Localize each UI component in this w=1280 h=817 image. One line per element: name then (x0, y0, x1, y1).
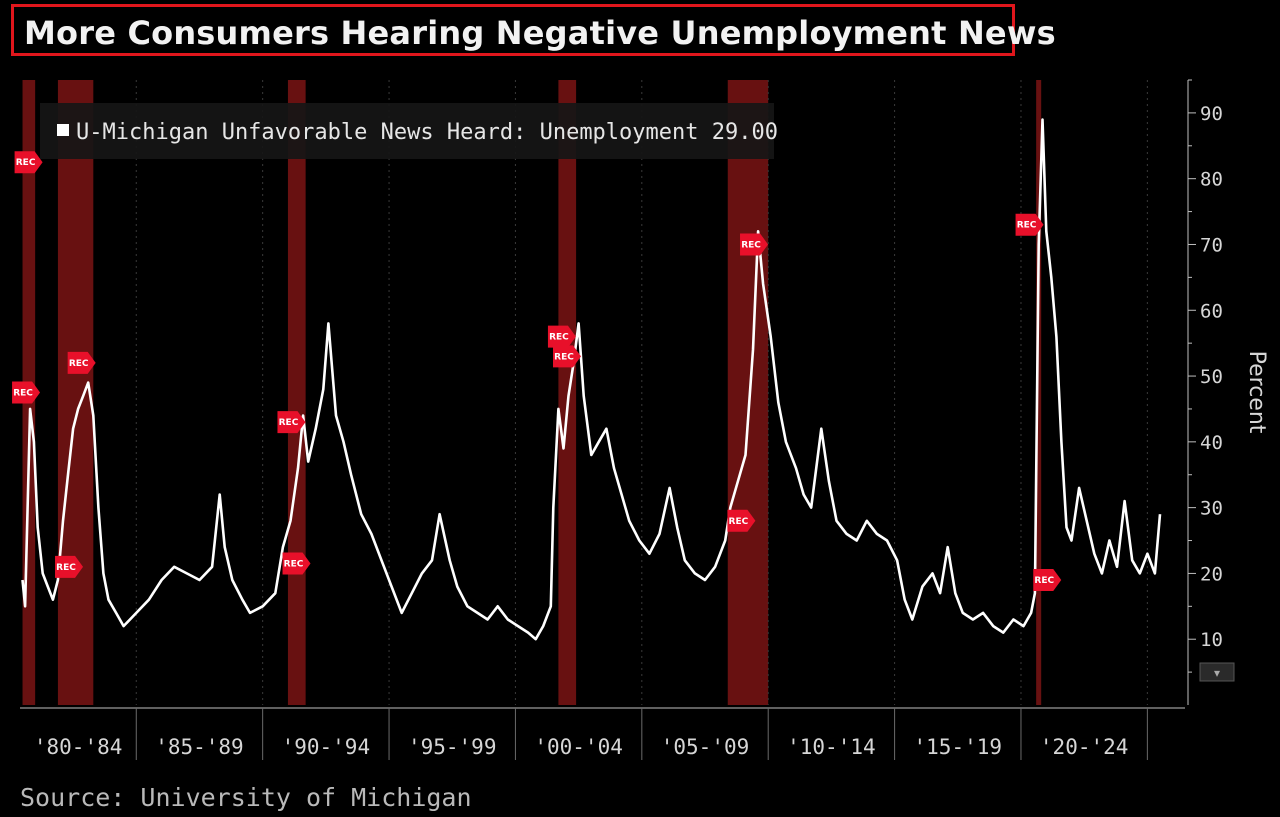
rec-marker-label: REC (741, 240, 761, 250)
rec-marker-label: REC (279, 418, 299, 428)
x-axis: '80-'84 '85-'89 '90-'94 '95-'99 '00-'04 '05-'… (20, 707, 1185, 760)
rec-marker-4[interactable]: REC (277, 411, 306, 434)
rec-marker-label: REC (284, 560, 304, 570)
recession-band-4 (727, 80, 769, 705)
gridlines (135, 80, 1148, 705)
recession-band-5 (1036, 80, 1042, 705)
rec-marker-label: REC (729, 517, 749, 527)
legend-background (40, 103, 774, 159)
chart-title: More Consumers Hearing Negative Unemploy… (24, 14, 1056, 52)
rec-markers: REC REC REC REC REC REC REC REC REC REC REC REC (12, 151, 1062, 591)
recession-band-1 (57, 80, 94, 705)
legend-label: U-Michigan Unfavorable News Heard: Unemp… (76, 120, 778, 145)
rec-marker-1[interactable]: REC (12, 381, 41, 404)
x-tick-label-1: '85-'89 (155, 735, 244, 759)
series-line-0 (21, 118, 1162, 641)
rec-marker-label: REC (554, 352, 574, 362)
y-tick-label-90: 90 (1200, 103, 1223, 125)
rec-marker-label: REC (69, 359, 89, 369)
rec-marker-shape (277, 411, 306, 434)
chart-menu-icon[interactable]: ▾ (1199, 662, 1235, 682)
series-layer (21, 118, 1162, 641)
rec-marker-shape (55, 555, 84, 578)
rec-marker-7[interactable]: REC (552, 345, 581, 368)
rec-marker-label: REC (1034, 576, 1054, 586)
svg-text:▾: ▾ (1214, 666, 1220, 680)
rec-marker-5[interactable]: REC (282, 552, 311, 575)
rec-marker-shape (1015, 213, 1044, 236)
x-tick-label-0: '80-'84 (34, 735, 123, 759)
legend-swatch (57, 124, 69, 136)
rec-marker-shape (1033, 569, 1062, 591)
x-tick-label-4: '00-'04 (534, 735, 623, 759)
rec-marker-shape (282, 552, 311, 575)
y-axis: 10 20 30 40 50 60 70 80 90 (1187, 79, 1223, 705)
x-tick-label-3: '95-'99 (408, 735, 497, 759)
y-tick-label-10: 10 (1200, 629, 1223, 651)
x-tick-label-6: '10-'14 (787, 735, 876, 759)
y-tick-label-20: 20 (1200, 563, 1223, 585)
y-tick-label-60: 60 (1200, 300, 1223, 322)
x-tick-label-5: '05-'09 (661, 735, 750, 759)
rec-marker-shape (14, 151, 43, 174)
y-tick-label-70: 70 (1200, 234, 1223, 256)
rec-marker-shape (740, 233, 769, 256)
x-tick-label-8: '20-'24 (1040, 735, 1129, 759)
rec-marker-label: REC (13, 389, 33, 399)
legend: U-Michigan Unfavorable News Heard: Unemp… (40, 103, 778, 159)
rec-marker-11[interactable]: REC (1033, 569, 1062, 591)
rec-marker-shape (12, 381, 41, 404)
y-axis-label: Percent (1244, 351, 1269, 434)
rec-marker-label: REC (56, 563, 76, 573)
rec-marker-10[interactable]: REC (1015, 213, 1044, 236)
y-tick-label-40: 40 (1200, 432, 1223, 454)
title-box: More Consumers Hearing Negative Unemploy… (11, 4, 1056, 56)
y-tick-label-80: 80 (1200, 169, 1223, 191)
recession-band-3 (558, 80, 577, 705)
rec-marker-3[interactable]: REC (67, 351, 96, 374)
rec-marker-label: REC (16, 158, 36, 168)
rec-marker-0[interactable]: REC (14, 151, 43, 174)
rec-marker-shape (727, 509, 756, 532)
rec-marker-label: REC (1017, 221, 1037, 231)
recession-bands (22, 80, 1042, 705)
rec-marker-9[interactable]: REC (740, 233, 769, 256)
y-tick-label-50: 50 (1200, 366, 1223, 388)
rec-marker-label: REC (549, 333, 569, 343)
x-tick-label-7: '15-'19 (914, 735, 1003, 759)
rec-marker-8[interactable]: REC (727, 509, 756, 532)
source-note: Source: University of Michigan (20, 783, 472, 812)
recession-band-2 (287, 80, 306, 705)
rec-marker-shape (547, 325, 576, 348)
x-tick-label-2: '90-'94 (282, 735, 371, 759)
rec-marker-6[interactable]: REC (547, 325, 576, 348)
rec-marker-shape (67, 351, 96, 374)
rec-marker-2[interactable]: REC (55, 555, 84, 578)
rec-marker-shape (552, 345, 581, 368)
y-tick-label-30: 30 (1200, 498, 1223, 520)
